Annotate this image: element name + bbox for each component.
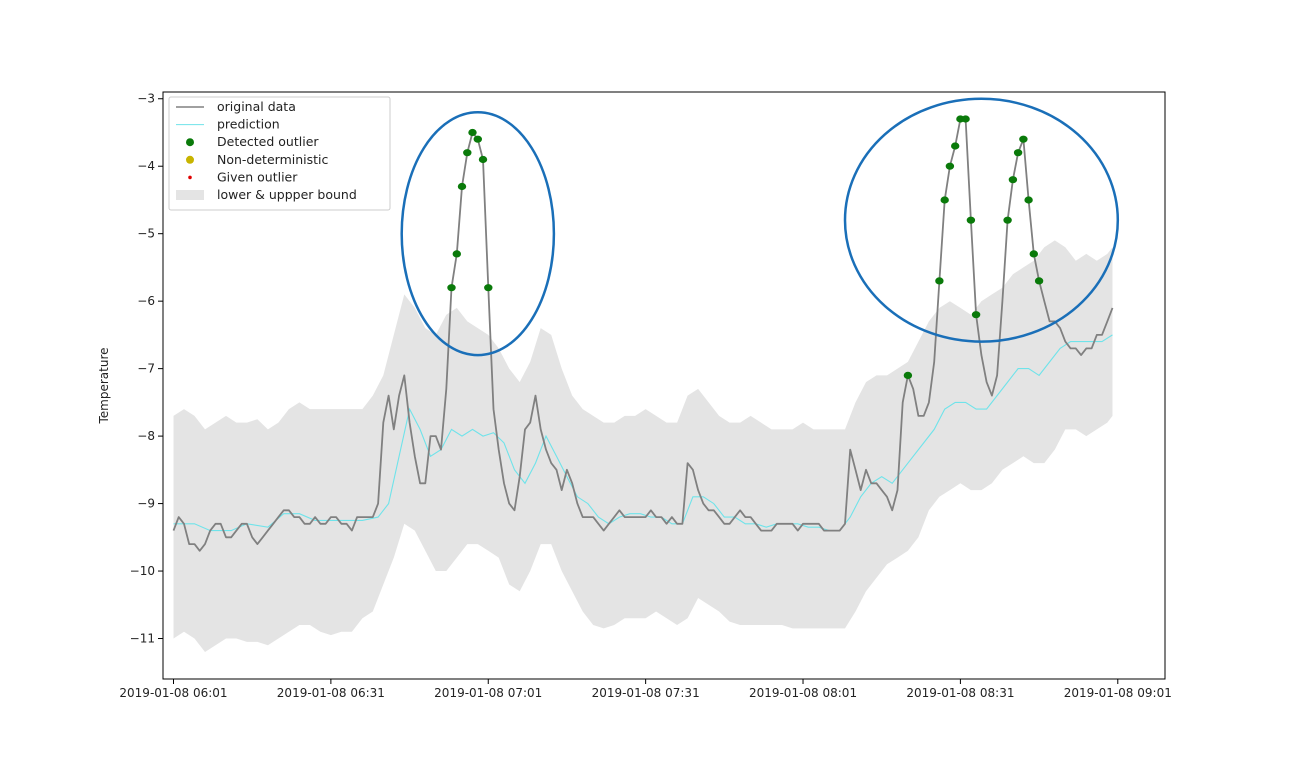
y-tick-label: −5: [137, 227, 155, 241]
y-tick-label: −4: [137, 159, 155, 173]
detected-outlier-point: [468, 128, 477, 137]
y-tick-label: −11: [130, 632, 155, 646]
x-tick-label: 2019-01-08 09:01: [1064, 686, 1172, 700]
y-tick-label: −9: [137, 497, 155, 511]
legend-box: [168, 96, 391, 211]
x-tick-label: 2019-01-08 06:01: [119, 686, 227, 700]
detected-outlier-point: [966, 216, 976, 224]
detected-outlier-point: [1024, 196, 1033, 204]
detected-outlier-point: [1003, 216, 1012, 224]
detected-outlier-point: [940, 196, 949, 204]
y-tick-label: −7: [137, 362, 155, 376]
original-data-line: [172, 118, 1114, 552]
detected-outlier-point: [1034, 277, 1044, 285]
highlight-ellipse: [400, 111, 556, 357]
x-tick-label: 2019-01-08 06:31: [277, 686, 385, 700]
detected-outlier-point: [945, 162, 955, 170]
detected-outlier-point: [951, 142, 960, 150]
legend-label: Non-deterministic: [217, 152, 328, 167]
detected-outlier-point: [971, 311, 981, 319]
detected-outlier-point: [935, 277, 944, 285]
detected-outlier-point: [447, 284, 456, 292]
detected-outlier-point: [903, 371, 913, 379]
detected-outlier-point: [1008, 176, 1018, 184]
legend-label: prediction: [217, 117, 280, 132]
y-axis: −3 −4 −5 −6 −7 −8 −9 −10 −11: [130, 92, 163, 646]
plot-area: [172, 115, 1114, 652]
y-tick-label: −10: [130, 564, 155, 578]
x-tick-label: 2019-01-08 08:01: [749, 686, 857, 700]
legend-label: Given outlier: [217, 169, 298, 184]
y-tick-label: −3: [137, 92, 155, 106]
axes-frame: [162, 91, 1166, 680]
detected-outlier-point: [1019, 135, 1028, 143]
detected-outlier-point: [473, 135, 482, 143]
detected-outlier-point: [478, 155, 488, 164]
legend-swatch-bound: [176, 190, 204, 200]
legend-label: Detected outlier: [217, 134, 319, 149]
legend-swatch-nondeterministic: [186, 155, 194, 164]
detected-outlier-point: [1013, 149, 1023, 157]
x-tick-label: 2019-01-08 07:31: [592, 686, 700, 700]
detected-outlier-point: [484, 284, 493, 292]
x-tick-label: 2019-01-08 08:31: [906, 686, 1014, 700]
annotations: [400, 97, 1120, 357]
x-axis: 2019-01-08 06:01 2019-01-08 06:31 2019-01-…: [119, 679, 1172, 700]
legend: original data prediction Detected outlier N…: [168, 96, 391, 211]
x-tick-label: 2019-01-08 07:01: [434, 686, 542, 700]
legend-label: lower & uppper bound: [217, 187, 357, 202]
y-tick-label: −8: [137, 429, 155, 443]
y-axis-label: Temperature: [97, 347, 111, 424]
legend-swatch-detected: [186, 138, 194, 147]
legend-label: original data: [217, 99, 296, 114]
detected-outlier-point: [452, 250, 461, 258]
legend-swatch-given: [188, 175, 192, 180]
detected-outlier-point: [457, 182, 467, 191]
detected-outlier-point: [1029, 250, 1039, 258]
highlight-ellipse: [843, 97, 1120, 343]
bound-band: [173, 240, 1113, 652]
detected-outlier-point: [961, 115, 970, 123]
detected-outlier-point: [463, 149, 472, 157]
y-tick-label: −6: [137, 294, 155, 308]
